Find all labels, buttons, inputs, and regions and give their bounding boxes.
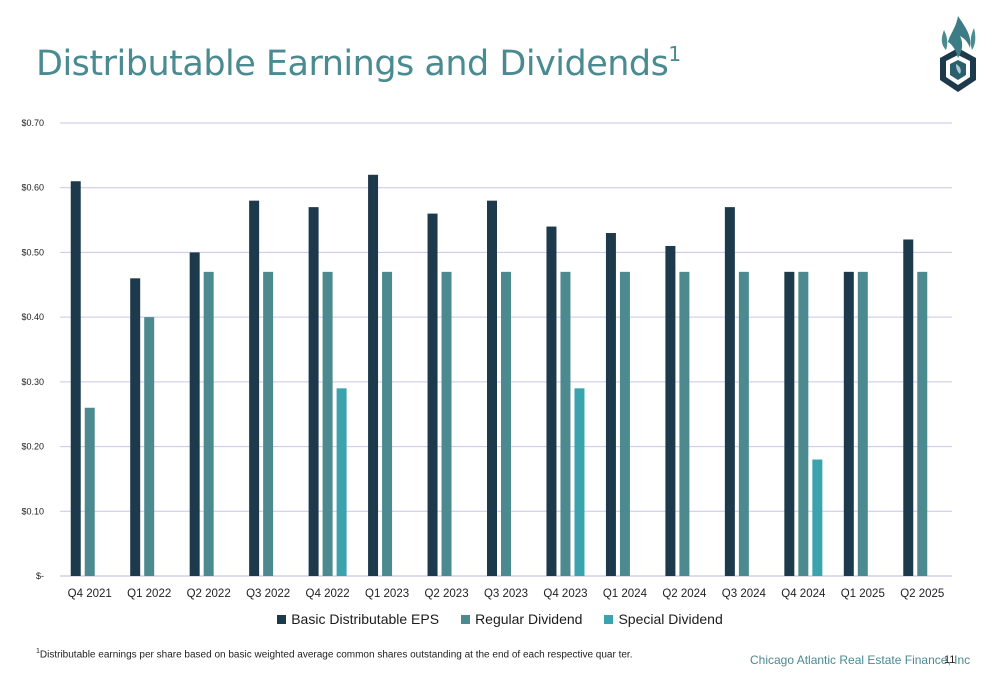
x-tick-label: Q4 2021 [68, 588, 112, 600]
y-tick-label: $0.70 [21, 118, 44, 128]
x-tick-label: Q1 2022 [127, 588, 171, 600]
bar-basic-distributable-eps [784, 271, 795, 576]
legend-item: Basic Distributable EPS [277, 611, 439, 627]
bar-regular-dividend [84, 407, 95, 576]
x-tick-label: Q3 2023 [484, 588, 528, 600]
x-tick-label: Q4 2023 [543, 588, 587, 600]
y-tick-label: $0.60 [21, 183, 44, 193]
bar-basic-distributable-eps [70, 181, 81, 576]
title-superscript: 1 [668, 42, 681, 66]
bar-regular-dividend [203, 271, 214, 576]
bar-basic-distributable-eps [249, 200, 260, 576]
bar-basic-distributable-eps [605, 233, 616, 576]
legend-item: Special Dividend [604, 611, 723, 627]
bar-basic-distributable-eps [724, 207, 735, 576]
company-name: Chicago Atlantic Real Estate Finance, In… [750, 653, 971, 667]
bar-basic-distributable-eps [843, 271, 854, 576]
bar-regular-dividend [917, 271, 928, 576]
x-tick-label: Q1 2024 [603, 588, 648, 600]
x-tick-label: Q1 2025 [841, 588, 885, 600]
bar-regular-dividend [857, 271, 868, 576]
x-tick-label: Q3 2022 [246, 588, 290, 600]
footnote: 1Distributable earnings per share based … [36, 648, 633, 660]
x-tick-label: Q1 2023 [365, 588, 409, 600]
chart-legend: Basic Distributable EPS Regular Dividend S… [0, 611, 1000, 627]
bar-regular-dividend [501, 271, 511, 576]
bar-basic-distributable-eps [546, 226, 557, 577]
y-tick-label: $0.50 [21, 247, 44, 257]
bar-regular-dividend [441, 271, 452, 576]
x-tick-label: Q2 2023 [424, 588, 468, 600]
bar-basic-distributable-eps [487, 200, 497, 576]
x-tick-label: Q3 2024 [722, 588, 767, 600]
legend-label: Special Dividend [618, 611, 723, 627]
bar-regular-dividend [382, 271, 393, 576]
bar-regular-dividend [679, 271, 690, 576]
bar-basic-distributable-eps [308, 207, 319, 576]
flame-logo-icon [940, 16, 976, 92]
bar-basic-distributable-eps [903, 239, 914, 576]
footnote-text: Distributable earnings per share based o… [39, 649, 633, 661]
bar-special-dividend [336, 388, 347, 576]
y-tick-label: $0.20 [21, 442, 44, 452]
bar-special-dividend [574, 388, 585, 576]
footnote-marker: 1 [36, 648, 40, 655]
x-tick-label: Q2 2024 [662, 588, 707, 600]
legend-label: Basic Distributable EPS [291, 611, 440, 627]
y-tick-label: $- [36, 571, 44, 581]
bar-chart: $- $0.10 $0.20 $0.30 $0.40 $0.50 $0.60 $0.70 Q4 … [21, 118, 952, 600]
bar-regular-dividend [322, 271, 333, 576]
legend-swatch [277, 614, 287, 624]
legend-swatch [461, 614, 471, 624]
bar-basic-distributable-eps [665, 245, 676, 576]
bar-regular-dividend [738, 271, 749, 576]
y-tick-label: $0.40 [21, 312, 44, 322]
bar-basic-distributable-eps [368, 174, 379, 576]
bar-special-dividend [812, 459, 823, 576]
bar-regular-dividend [144, 317, 155, 576]
bar-regular-dividend [798, 271, 809, 576]
page-title: Distributable Earnings and Dividends1 [36, 42, 681, 84]
x-tick-label: Q4 2022 [306, 588, 350, 600]
y-tick-label: $0.30 [21, 377, 44, 387]
y-tick-label: $0.10 [21, 506, 44, 516]
bar-basic-distributable-eps [130, 278, 141, 576]
bar-basic-distributable-eps [427, 213, 438, 576]
bar-regular-dividend [619, 271, 630, 576]
x-tick-label: Q4 2024 [781, 588, 826, 600]
bar-basic-distributable-eps [189, 252, 200, 576]
legend-swatch [604, 614, 614, 624]
x-tick-label: Q2 2022 [187, 588, 231, 600]
legend-item: Regular Dividend [461, 611, 582, 627]
x-tick-label: Q2 2025 [900, 588, 944, 600]
legend-label: Regular Dividend [475, 611, 583, 627]
bar-regular-dividend [263, 271, 274, 576]
bar-regular-dividend [560, 271, 571, 576]
page-title-text: Distributable Earnings and Dividends [36, 44, 669, 84]
page-number: 11 [944, 654, 956, 666]
